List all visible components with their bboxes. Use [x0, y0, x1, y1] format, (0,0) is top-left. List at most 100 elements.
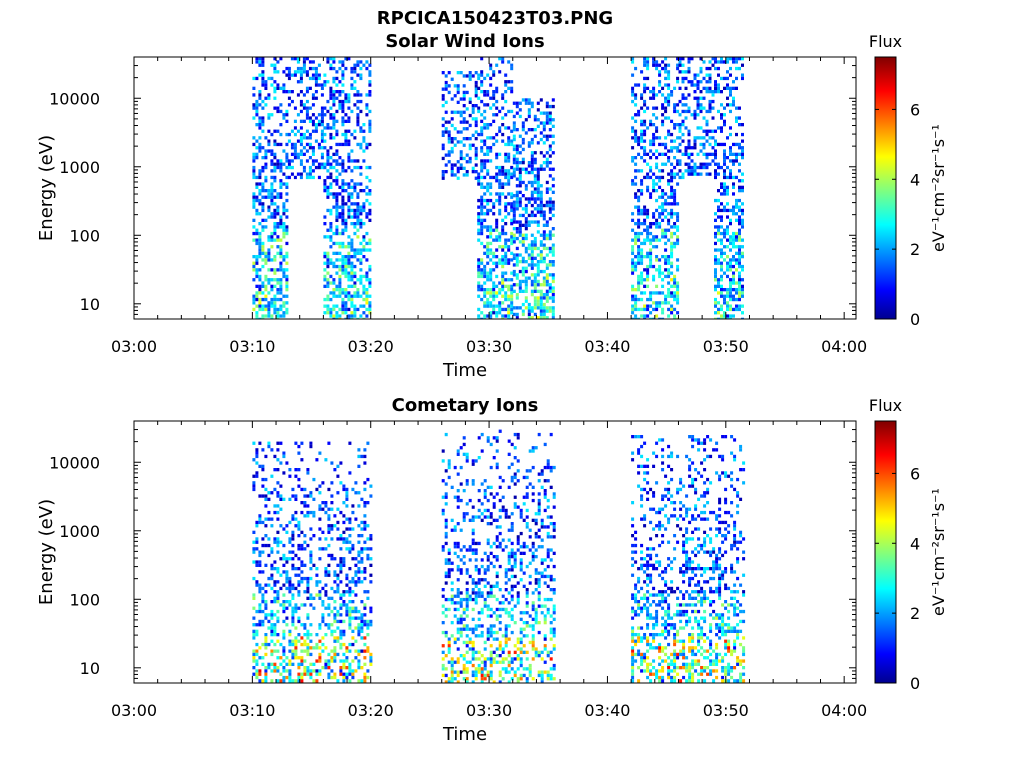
heatmap-cell	[477, 218, 481, 222]
heatmap-cell	[329, 281, 333, 285]
heatmap-cell	[365, 288, 369, 292]
heatmap-cell	[276, 550, 280, 554]
heatmap-cell	[315, 646, 319, 650]
heatmap-cell	[729, 109, 732, 114]
heatmap-cell	[646, 251, 650, 255]
heatmap-cell	[369, 547, 373, 551]
heatmap-cell	[652, 264, 656, 269]
heatmap-cell	[741, 179, 744, 183]
heatmap-cell	[264, 278, 268, 282]
heatmap-cell	[723, 169, 726, 173]
heatmap-cell	[708, 90, 712, 94]
heatmap-cell	[279, 281, 283, 285]
heatmap-cell	[483, 515, 487, 519]
heatmap-cell	[444, 574, 448, 579]
heatmap-cell	[699, 109, 703, 114]
heatmap-cell	[312, 679, 316, 683]
heatmap-cell	[486, 172, 490, 176]
heatmap-cell	[303, 501, 307, 505]
heatmap-cell	[270, 314, 274, 318]
heatmap-cell	[321, 649, 325, 653]
heatmap-cell	[327, 514, 331, 518]
heatmap-cell	[351, 547, 355, 551]
heatmap-cell	[345, 576, 349, 581]
heatmap-cell	[495, 156, 499, 160]
heatmap-cell	[444, 630, 448, 635]
heatmap-cell	[640, 251, 644, 255]
heatmap-cell	[261, 543, 265, 548]
heatmap-cell	[330, 527, 334, 531]
heatmap-cell	[270, 149, 274, 153]
heatmap-cell	[551, 98, 555, 102]
heatmap-cell	[516, 654, 520, 658]
heatmap-cell	[504, 314, 508, 318]
heatmap-cell	[507, 297, 511, 302]
heatmap-cell	[324, 504, 328, 508]
heatmap-cell	[305, 142, 309, 147]
heatmap-cell	[264, 175, 268, 180]
heatmap-cell	[735, 106, 738, 110]
heatmap-cell	[483, 663, 487, 668]
heatmap-cell	[267, 576, 271, 581]
heatmap-cell	[542, 230, 546, 234]
heatmap-cell	[294, 636, 298, 640]
heatmap-cell	[483, 479, 487, 483]
heatmap-cell	[255, 146, 259, 150]
heatmap-cell	[676, 66, 680, 71]
heatmap-cell	[252, 540, 256, 544]
heatmap-cell	[507, 192, 511, 196]
heatmap-cell	[365, 198, 369, 203]
heatmap-cell	[273, 222, 277, 226]
heatmap-cell	[270, 175, 274, 180]
heatmap-cell	[492, 202, 496, 206]
heatmap-cell	[285, 90, 289, 94]
heatmap-cell	[255, 520, 259, 525]
heatmap-cell	[276, 162, 280, 166]
heatmap-cell	[533, 220, 537, 224]
heatmap-cell	[474, 150, 478, 154]
heatmap-cell	[317, 73, 321, 77]
heatmap-cell	[341, 198, 345, 203]
heatmap-cell	[521, 128, 525, 132]
heatmap-cell	[723, 76, 726, 81]
heatmap-cell	[670, 225, 674, 229]
heatmap-cell	[661, 284, 665, 288]
heatmap-cell	[489, 485, 493, 489]
heatmap-cell	[664, 202, 668, 206]
heatmap-cell	[483, 109, 487, 114]
heatmap-cell	[664, 142, 668, 147]
heatmap-cell	[317, 175, 321, 180]
heatmap-cell	[492, 288, 496, 292]
heatmap-cell	[252, 152, 256, 156]
heatmap-cell	[288, 576, 292, 581]
heatmap-cell	[255, 609, 259, 614]
heatmap-cell	[351, 557, 355, 561]
heatmap-cell	[504, 574, 508, 579]
heatmap-cell	[264, 477, 268, 482]
heatmap-cell	[646, 231, 650, 236]
heatmap-cell	[545, 306, 549, 310]
heatmap-cell	[285, 675, 289, 680]
heatmap-cell	[344, 136, 348, 140]
heatmap-cell	[258, 307, 262, 312]
heatmap-cell	[634, 205, 638, 209]
heatmap-cell	[276, 83, 280, 87]
heatmap-cell	[335, 192, 339, 196]
heatmap-cell	[264, 583, 268, 587]
heatmap-cell	[362, 129, 366, 133]
heatmap-cell	[348, 580, 352, 584]
heatmap-cell	[258, 441, 262, 445]
heatmap-cell	[462, 117, 466, 121]
heatmap-cell	[640, 182, 644, 186]
heatmap-cell	[522, 634, 526, 638]
heatmap-cell	[282, 235, 286, 239]
heatmap-cell	[264, 274, 268, 279]
heatmap-cell	[658, 304, 662, 308]
heatmap-cell	[285, 73, 289, 77]
heatmap-cell	[652, 182, 656, 186]
heatmap-cell	[267, 93, 271, 97]
heatmap-cell	[510, 525, 514, 529]
heatmap-cell	[646, 106, 650, 110]
heatmap-cell	[348, 609, 352, 614]
heatmap-cell	[673, 139, 677, 143]
